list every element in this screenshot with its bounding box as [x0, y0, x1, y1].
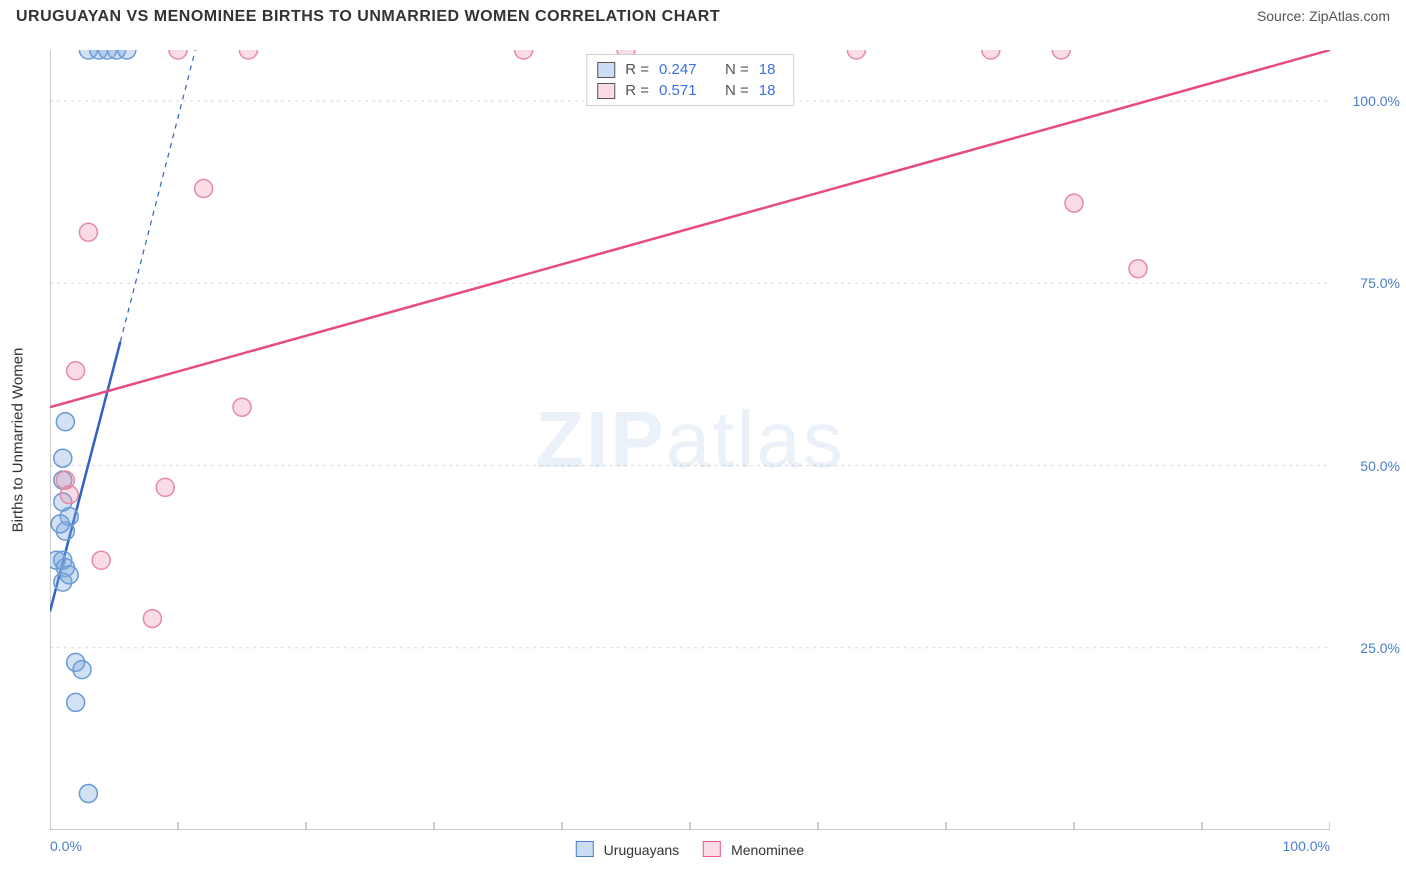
swatch-icon	[597, 62, 615, 78]
chart-header: URUGUAYAN VS MENOMINEE BIRTHS TO UNMARRI…	[0, 0, 1406, 30]
stats-legend: R =0.247 N =18 R =0.571 N =18	[586, 54, 794, 106]
stats-row-uruguayans: R =0.247 N =18	[597, 59, 783, 80]
y-tick-label: 50.0%	[1360, 458, 1400, 474]
y-tick-label: 75.0%	[1360, 275, 1400, 291]
legend-item-menominee: Menominee	[703, 841, 804, 858]
chart-source: Source: ZipAtlas.com	[1257, 8, 1390, 24]
chart-area: ZIPatlas Births to Unmarried Women R =0.…	[50, 50, 1330, 830]
x-tick-label: 0.0%	[50, 838, 82, 854]
swatch-icon	[703, 841, 721, 857]
bottom-legend: Uruguayans Menominee	[576, 841, 804, 858]
legend-item-uruguayans: Uruguayans	[576, 841, 679, 858]
y-tick-label: 100.0%	[1353, 93, 1400, 109]
stats-row-menominee: R =0.571 N =18	[597, 80, 783, 101]
chart-title: URUGUAYAN VS MENOMINEE BIRTHS TO UNMARRI…	[16, 8, 720, 26]
y-axis-label: Births to Unmarried Women	[10, 348, 27, 533]
swatch-icon	[597, 83, 615, 99]
swatch-icon	[576, 841, 594, 857]
x-tick-label: 100.0%	[1283, 838, 1330, 854]
y-tick-label: 25.0%	[1360, 640, 1400, 656]
scatter-plot	[50, 50, 1330, 830]
